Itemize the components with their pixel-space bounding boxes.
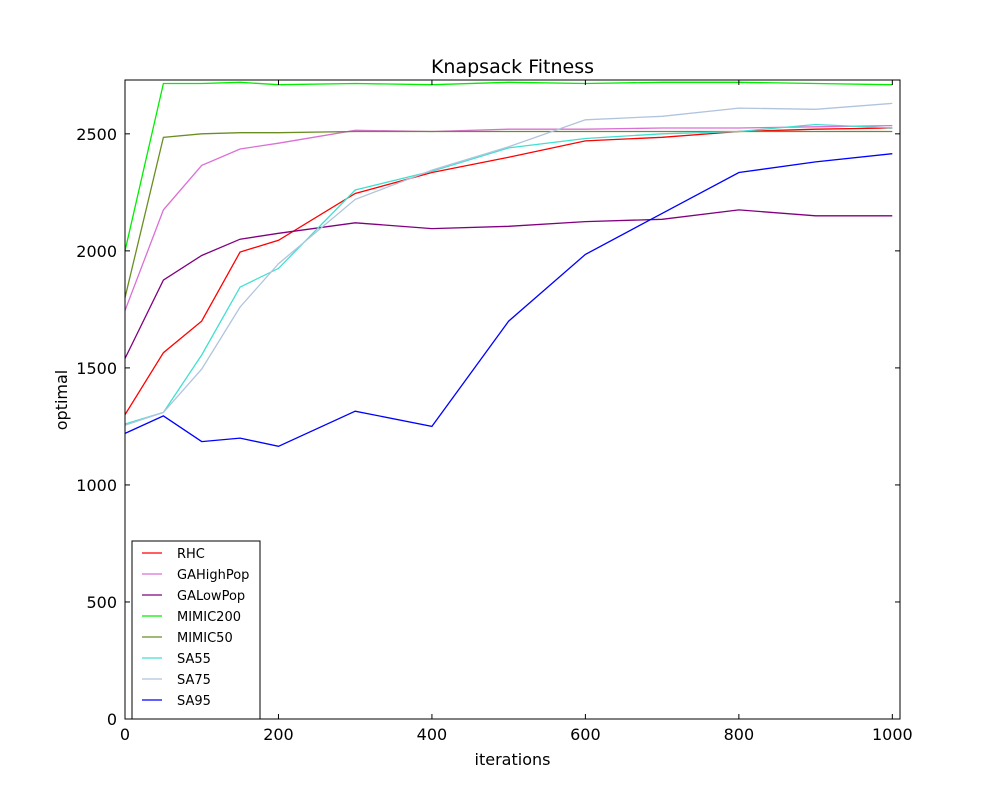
y-axis: 0 500 1000 1500 2000 2500 [76, 125, 900, 729]
x-axis-label: iterations [475, 750, 551, 769]
x-tick-label: 0 [120, 725, 130, 744]
series-line-sa55 [124, 123, 893, 425]
x-tick-label: 600 [570, 725, 601, 744]
legend-label: SA95 [177, 694, 211, 709]
legend-label: SA75 [177, 673, 211, 688]
y-tick-label: 0 [107, 710, 117, 729]
y-tick-label: 500 [86, 593, 117, 612]
legend-box [131, 540, 261, 720]
x-tick-label: 1000 [872, 725, 913, 744]
plot-area [124, 81, 893, 447]
series-line-mimic50 [124, 130, 893, 298]
series-line-rhc [124, 127, 893, 416]
legend-label: SA55 [177, 652, 211, 667]
legend-label: MIMIC50 [177, 631, 233, 646]
y-tick-label: 2000 [76, 242, 117, 261]
x-tick-label: 400 [417, 725, 448, 744]
series-line-sa95 [124, 153, 893, 447]
legend: RHC GAHighPop GALowPop MIMIC200 MIMIC50 SA55 S… [131, 540, 261, 720]
y-axis-label: optimal [52, 370, 71, 431]
plot-frame [124, 79, 901, 720]
series-line-gahighpop [124, 124, 893, 311]
legend-label: GAHighPop [177, 568, 249, 583]
x-tick-label: 800 [724, 725, 755, 744]
x-tick-label: 200 [263, 725, 294, 744]
y-tick-label: 1000 [76, 476, 117, 495]
series-line-sa75 [124, 102, 893, 426]
y-tick-label: 1500 [76, 359, 117, 378]
chart-title: Knapsack Fitness [431, 56, 594, 78]
series-line-galowpop [124, 209, 893, 359]
legend-label: RHC [177, 547, 205, 562]
y-tick-label: 2500 [76, 125, 117, 144]
x-axis: 0 200 400 600 800 1000 [120, 80, 913, 744]
legend-label: GALowPop [177, 589, 245, 604]
legend-label: MIMIC200 [177, 610, 241, 625]
